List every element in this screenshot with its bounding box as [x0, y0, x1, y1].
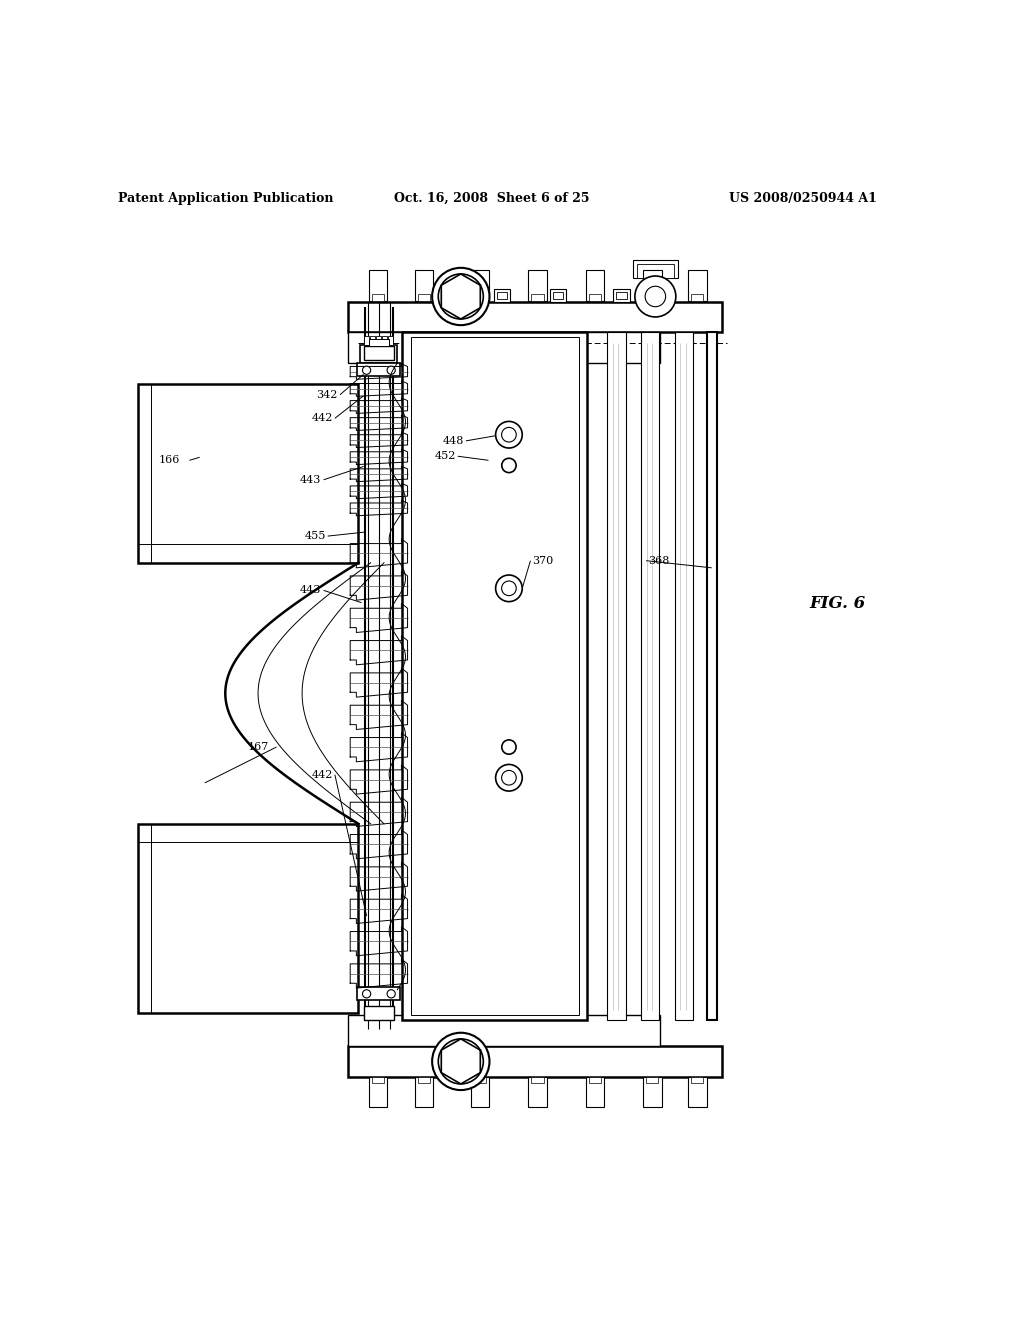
Circle shape [502, 771, 516, 785]
Bar [474, 294, 486, 301]
Bar [497, 293, 507, 298]
Bar [369, 339, 389, 346]
Text: 167: 167 [248, 742, 269, 752]
Bar [382, 337, 387, 345]
Circle shape [502, 581, 516, 595]
Bar [471, 269, 489, 301]
Bar [474, 1077, 486, 1082]
Bar [586, 269, 604, 301]
Circle shape [502, 741, 516, 754]
Bar [364, 337, 369, 345]
Bar [550, 289, 566, 301]
Bar [138, 384, 358, 562]
Circle shape [502, 428, 516, 442]
Bar [589, 294, 601, 301]
Text: 442: 442 [311, 413, 333, 424]
Bar [376, 337, 381, 345]
Bar [643, 1077, 662, 1107]
Text: 342: 342 [316, 389, 338, 400]
Circle shape [496, 576, 522, 602]
Text: 443: 443 [300, 585, 322, 595]
Text: Patent Application Publication: Patent Application Publication [118, 191, 333, 205]
Circle shape [432, 1032, 489, 1090]
Circle shape [635, 276, 676, 317]
Bar [589, 1077, 601, 1082]
Text: 448: 448 [442, 436, 464, 446]
Text: Oct. 16, 2008  Sheet 6 of 25: Oct. 16, 2008 Sheet 6 of 25 [394, 191, 590, 205]
Text: FIG. 6: FIG. 6 [809, 595, 865, 612]
Bar [494, 289, 510, 301]
Bar [364, 346, 394, 360]
Circle shape [438, 275, 483, 319]
Circle shape [438, 1039, 483, 1084]
Bar [372, 1077, 384, 1082]
Bar [691, 294, 703, 301]
Circle shape [502, 458, 516, 473]
Circle shape [362, 990, 371, 998]
Bar [388, 337, 393, 345]
Bar [553, 293, 563, 298]
Bar [688, 269, 707, 301]
Bar [613, 289, 630, 301]
Bar [432, 289, 449, 301]
Bar [372, 294, 384, 301]
Circle shape [387, 366, 395, 375]
Bar [646, 294, 658, 301]
Bar [633, 260, 678, 279]
Text: 455: 455 [304, 531, 326, 541]
Text: 452: 452 [434, 451, 456, 461]
Bar [348, 1045, 722, 1077]
Bar [471, 1077, 489, 1107]
Bar [607, 333, 626, 1020]
Bar [360, 345, 397, 363]
Bar [415, 1077, 433, 1107]
Bar [646, 1077, 658, 1082]
Bar [348, 301, 722, 333]
Bar [402, 333, 587, 1020]
Bar [528, 1077, 547, 1107]
Bar [641, 333, 659, 1020]
Bar [675, 333, 693, 1020]
Circle shape [432, 268, 489, 325]
Bar [369, 269, 387, 301]
Bar [138, 824, 358, 1014]
Bar [586, 1077, 604, 1107]
Bar [418, 1077, 430, 1082]
Bar [707, 333, 717, 1020]
Bar [616, 293, 627, 298]
Bar [418, 294, 430, 301]
Bar [637, 264, 674, 279]
Text: US 2008/0250944 A1: US 2008/0250944 A1 [729, 191, 877, 205]
Circle shape [645, 286, 666, 306]
Bar [531, 294, 544, 301]
Circle shape [387, 990, 395, 998]
Bar [357, 363, 400, 376]
Bar [435, 293, 445, 298]
Text: 370: 370 [532, 556, 554, 566]
Bar [528, 269, 547, 301]
Bar [348, 1015, 660, 1045]
Bar [369, 1077, 387, 1107]
Bar [411, 338, 579, 1015]
Text: 443: 443 [300, 475, 322, 484]
Circle shape [362, 366, 371, 375]
Bar [531, 1077, 544, 1082]
Bar [415, 269, 433, 301]
Bar [370, 337, 375, 345]
Bar [688, 1077, 707, 1107]
Circle shape [496, 764, 522, 791]
Bar [364, 1006, 394, 1020]
Text: 166: 166 [159, 455, 180, 466]
Bar [691, 1077, 703, 1082]
Bar [348, 333, 660, 363]
Bar [357, 986, 400, 1001]
Text: 368: 368 [648, 556, 670, 566]
Circle shape [496, 421, 522, 447]
Bar [643, 269, 662, 301]
Text: 442: 442 [311, 770, 333, 780]
